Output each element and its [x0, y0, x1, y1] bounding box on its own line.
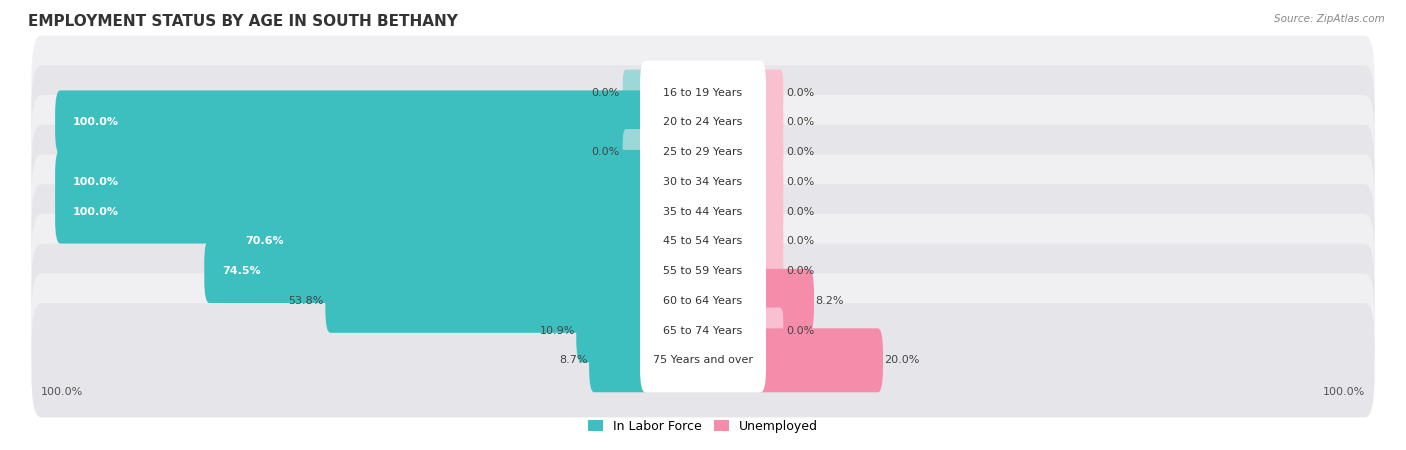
FancyBboxPatch shape [31, 125, 1375, 239]
FancyBboxPatch shape [31, 244, 1375, 358]
FancyBboxPatch shape [755, 269, 814, 333]
FancyBboxPatch shape [55, 150, 651, 214]
FancyBboxPatch shape [640, 328, 766, 392]
FancyBboxPatch shape [640, 299, 766, 363]
FancyBboxPatch shape [640, 269, 766, 333]
Text: 75 Years and over: 75 Years and over [652, 356, 754, 365]
FancyBboxPatch shape [31, 303, 1375, 418]
Text: 20 to 24 Years: 20 to 24 Years [664, 117, 742, 127]
Text: 0.0%: 0.0% [786, 117, 815, 127]
Text: 10.9%: 10.9% [540, 325, 575, 336]
Text: 8.7%: 8.7% [560, 356, 588, 365]
Text: 16 to 19 Years: 16 to 19 Years [664, 88, 742, 98]
Text: 53.8%: 53.8% [288, 296, 323, 306]
Text: 65 to 74 Years: 65 to 74 Years [664, 325, 742, 336]
Legend: In Labor Force, Unemployed: In Labor Force, Unemployed [583, 414, 823, 438]
FancyBboxPatch shape [758, 307, 783, 354]
Text: EMPLOYMENT STATUS BY AGE IN SOUTH BETHANY: EMPLOYMENT STATUS BY AGE IN SOUTH BETHAN… [28, 14, 458, 28]
FancyBboxPatch shape [640, 180, 766, 243]
FancyBboxPatch shape [31, 95, 1375, 209]
Text: 35 to 44 Years: 35 to 44 Years [664, 207, 742, 216]
FancyBboxPatch shape [640, 150, 766, 214]
Text: 45 to 54 Years: 45 to 54 Years [664, 236, 742, 246]
Text: 70.6%: 70.6% [245, 236, 284, 246]
FancyBboxPatch shape [204, 239, 651, 303]
FancyBboxPatch shape [755, 328, 883, 392]
FancyBboxPatch shape [758, 159, 783, 205]
Text: 100.0%: 100.0% [73, 177, 120, 187]
Text: 100.0%: 100.0% [41, 387, 83, 396]
Text: 0.0%: 0.0% [786, 207, 815, 216]
Text: 0.0%: 0.0% [591, 147, 620, 157]
Text: 100.0%: 100.0% [73, 117, 120, 127]
Text: 100.0%: 100.0% [1323, 387, 1365, 396]
Text: 30 to 34 Years: 30 to 34 Years [664, 177, 742, 187]
Text: 0.0%: 0.0% [786, 147, 815, 157]
FancyBboxPatch shape [228, 209, 651, 273]
Text: 0.0%: 0.0% [786, 88, 815, 98]
FancyBboxPatch shape [758, 70, 783, 116]
Text: 0.0%: 0.0% [786, 325, 815, 336]
Text: 55 to 59 Years: 55 to 59 Years [664, 266, 742, 276]
FancyBboxPatch shape [623, 129, 648, 175]
FancyBboxPatch shape [758, 218, 783, 265]
FancyBboxPatch shape [758, 248, 783, 294]
FancyBboxPatch shape [31, 274, 1375, 387]
FancyBboxPatch shape [31, 154, 1375, 269]
FancyBboxPatch shape [640, 209, 766, 273]
Text: 0.0%: 0.0% [786, 177, 815, 187]
FancyBboxPatch shape [325, 269, 651, 333]
FancyBboxPatch shape [31, 214, 1375, 328]
FancyBboxPatch shape [31, 184, 1375, 298]
Text: Source: ZipAtlas.com: Source: ZipAtlas.com [1274, 14, 1385, 23]
FancyBboxPatch shape [31, 65, 1375, 180]
Text: 0.0%: 0.0% [786, 236, 815, 246]
FancyBboxPatch shape [576, 299, 651, 363]
FancyBboxPatch shape [640, 90, 766, 154]
FancyBboxPatch shape [640, 239, 766, 303]
Text: 60 to 64 Years: 60 to 64 Years [664, 296, 742, 306]
Text: 74.5%: 74.5% [222, 266, 262, 276]
Text: 20.0%: 20.0% [884, 356, 920, 365]
Text: 0.0%: 0.0% [591, 88, 620, 98]
FancyBboxPatch shape [758, 99, 783, 145]
FancyBboxPatch shape [758, 129, 783, 175]
FancyBboxPatch shape [55, 90, 651, 154]
FancyBboxPatch shape [55, 180, 651, 243]
FancyBboxPatch shape [758, 189, 783, 234]
FancyBboxPatch shape [640, 120, 766, 184]
FancyBboxPatch shape [31, 36, 1375, 150]
Text: 8.2%: 8.2% [815, 296, 844, 306]
Text: 0.0%: 0.0% [786, 266, 815, 276]
FancyBboxPatch shape [623, 70, 648, 116]
Text: 25 to 29 Years: 25 to 29 Years [664, 147, 742, 157]
Text: 100.0%: 100.0% [73, 207, 120, 216]
FancyBboxPatch shape [640, 61, 766, 125]
FancyBboxPatch shape [589, 328, 651, 392]
